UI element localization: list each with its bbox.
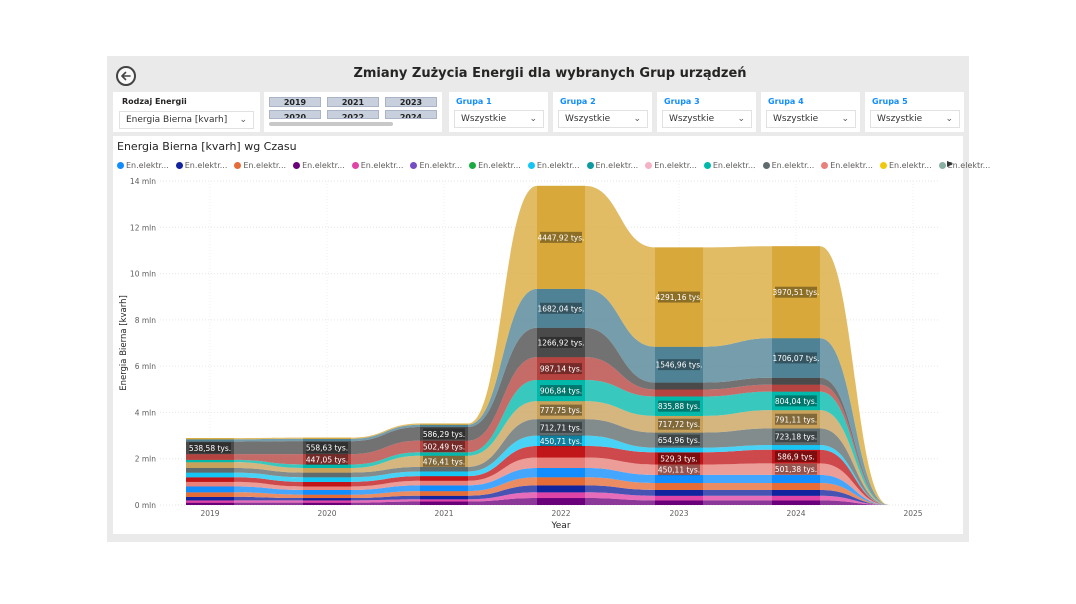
legend-label: En.elektr... — [184, 160, 228, 170]
legend-label: En.elektr... — [947, 160, 991, 170]
year-button[interactable]: 2021 — [327, 97, 379, 107]
back-button[interactable] — [116, 66, 136, 86]
group-dropdown-value: Wszystkie — [669, 114, 715, 124]
legend-item[interactable]: En.elektr... — [703, 159, 756, 171]
legend-item[interactable]: En.elektr... — [762, 159, 815, 171]
chevron-down-icon: ⌄ — [737, 114, 745, 124]
group-dropdown-value: Wszystkie — [461, 114, 507, 124]
year-button[interactable]: 2022 — [327, 110, 379, 119]
legend-color-dot — [175, 161, 183, 169]
year-slicer-scrollbar[interactable] — [269, 122, 393, 126]
group-slicer-1: Grupa 1 Wszystkie ⌄ — [449, 92, 548, 132]
legend-label: En.elektr... — [830, 160, 873, 170]
legend-item[interactable]: En.elektr... — [527, 159, 580, 171]
legend-color-dot — [586, 161, 594, 169]
year-button[interactable]: 2019 — [269, 97, 321, 107]
legend-color-dot — [469, 161, 477, 169]
legend-label: En.elektr... — [595, 160, 639, 170]
legend-label: En.elektr... — [243, 160, 287, 170]
group-slicer-label: Grupa 5 — [872, 97, 908, 106]
chart-title: Energia Bierna [kvarh] wg Czasu — [117, 140, 297, 153]
legend-label: En.elektr... — [478, 160, 521, 170]
legend-item[interactable]: En.elektr... — [821, 159, 873, 171]
energy-slicer-label: Rodzaj Energii — [122, 97, 187, 106]
legend-item[interactable]: En.elektr... — [410, 159, 462, 171]
group-slicer-5: Grupa 5 Wszystkie ⌄ — [865, 92, 964, 132]
group-slicer-4: Grupa 4 Wszystkie ⌄ — [761, 92, 860, 132]
legend-label: En.elektr... — [654, 160, 697, 170]
legend-label: En.elektr... — [888, 160, 932, 170]
legend-color-dot — [293, 161, 301, 169]
year-button[interactable]: 2020 — [269, 110, 321, 119]
chart-legend: En.elektr... En.elektr... En.elektr... En.e… — [117, 159, 997, 171]
group-dropdown-value: Wszystkie — [773, 114, 819, 124]
chevron-down-icon: ⌄ — [633, 114, 641, 124]
legend-label: En.elektr... — [419, 160, 463, 170]
group-slicer-3: Grupa 3 Wszystkie ⌄ — [657, 92, 756, 132]
legend-color-dot — [821, 161, 829, 169]
energy-slicer: Rodzaj Energii Energia Bierna [kvarh] ⌄ — [113, 92, 260, 132]
legend-item[interactable]: En.elektr... — [293, 159, 345, 171]
group-slicer-label: Grupa 1 — [456, 97, 492, 106]
legend-color-dot — [938, 161, 946, 169]
group-dropdown[interactable]: Wszystkie ⌄ — [766, 110, 856, 128]
group-slicer-label: Grupa 3 — [664, 97, 700, 106]
group-dropdown-value: Wszystkie — [565, 114, 611, 124]
group-slicer-label: Grupa 2 — [560, 97, 596, 106]
legend-color-dot — [234, 161, 242, 169]
legend-item[interactable]: En.elektr... — [938, 159, 991, 171]
legend-label: En.elektr... — [126, 160, 169, 170]
legend-label: En.elektr... — [360, 160, 404, 170]
legend-color-dot — [645, 161, 653, 169]
group-slicer-label: Grupa 4 — [768, 97, 804, 106]
chevron-down-icon: ⌄ — [841, 114, 849, 124]
chevron-down-icon: ⌄ — [239, 115, 247, 125]
legend-item[interactable]: En.elektr... — [586, 159, 639, 171]
page-title: Zmiany Zużycia Energii dla wybranych Gru… — [353, 66, 747, 81]
legend-item[interactable]: En.elektr... — [117, 159, 169, 171]
group-dropdown[interactable]: Wszystkie ⌄ — [662, 110, 752, 128]
legend-color-dot — [117, 161, 124, 169]
legend-color-dot — [762, 161, 770, 169]
legend-item[interactable]: En.elektr... — [234, 159, 286, 171]
legend-item[interactable]: En.elektr... — [645, 159, 697, 171]
legend-label: En.elektr... — [536, 160, 580, 170]
legend-item[interactable]: En.elektr... — [879, 159, 932, 171]
legend-label: En.elektr... — [771, 160, 815, 170]
group-dropdown-value: Wszystkie — [877, 114, 923, 124]
legend-label: En.elektr... — [302, 160, 345, 170]
legend-color-dot — [879, 161, 887, 169]
arrow-left-icon — [121, 71, 131, 81]
group-slicer-2: Grupa 2 Wszystkie ⌄ — [553, 92, 652, 132]
legend-color-dot — [410, 161, 418, 169]
legend-color-dot — [703, 161, 711, 169]
chevron-down-icon: ⌄ — [529, 114, 537, 124]
chart-card — [113, 136, 963, 534]
legend-color-dot — [351, 161, 359, 169]
year-button[interactable]: 2023 — [385, 97, 437, 107]
year-button[interactable]: 2024 — [385, 110, 437, 119]
energy-dropdown-value: Energia Bierna [kvarh] — [126, 115, 228, 125]
energy-dropdown[interactable]: Energia Bierna [kvarh] ⌄ — [119, 111, 254, 129]
group-dropdown[interactable]: Wszystkie ⌄ — [454, 110, 544, 128]
legend-item[interactable]: En.elektr... — [175, 159, 228, 171]
group-dropdown[interactable]: Wszystkie ⌄ — [870, 110, 960, 128]
legend-item[interactable]: En.elektr... — [351, 159, 404, 171]
legend-color-dot — [527, 161, 535, 169]
legend-label: En.elektr... — [712, 160, 756, 170]
legend-item[interactable]: En.elektr... — [469, 159, 521, 171]
legend-next-icon[interactable]: ▶ — [947, 159, 954, 168]
group-dropdown[interactable]: Wszystkie ⌄ — [558, 110, 648, 128]
chevron-down-icon: ⌄ — [945, 114, 953, 124]
